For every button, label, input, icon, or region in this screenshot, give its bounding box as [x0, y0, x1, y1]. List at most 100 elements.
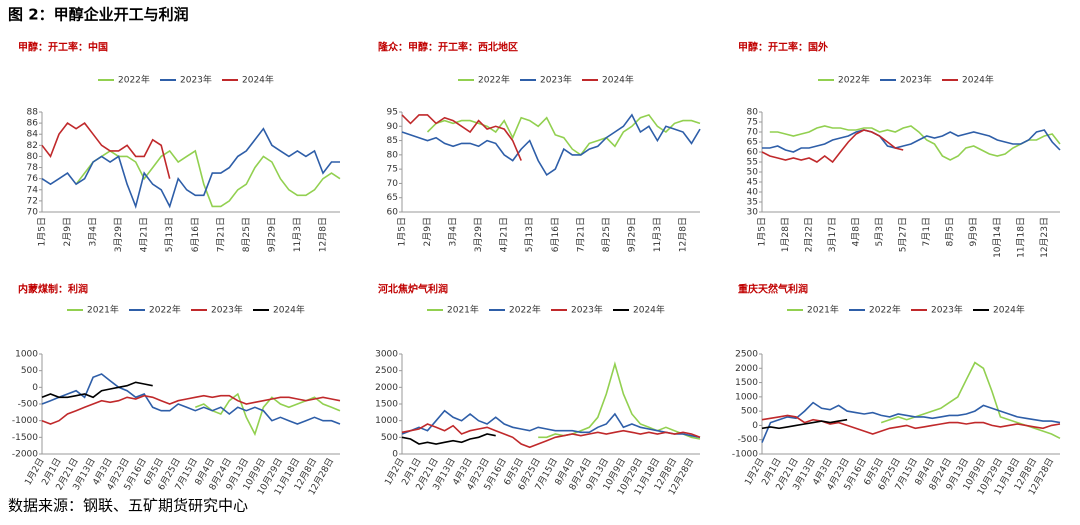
x-tick-label: 3月4日 [88, 217, 99, 246]
y-tick-label: 1000 [15, 350, 38, 360]
y-tick-label: 80 [747, 108, 759, 118]
y-tick-label: 3000 [375, 350, 398, 360]
y-tick-label: -1500 [12, 433, 38, 443]
x-tick-label: 6月16日 [190, 217, 201, 252]
series-line [401, 113, 701, 177]
y-tick-label: 500 [741, 407, 758, 417]
y-tick-label: 75 [747, 118, 758, 128]
series-line [401, 409, 701, 439]
x-tick-label: 3月29日 [113, 217, 124, 252]
legend-label: 2022年 [509, 304, 541, 316]
y-tick-label: 500 [21, 366, 38, 376]
x-tick-label: 9月29日 [626, 217, 637, 252]
chart-title: 重庆天然气利润 [738, 283, 808, 296]
legend-label: 2024年 [242, 74, 274, 86]
x-tick-label: 8月5日 [945, 217, 956, 246]
legend-label: 2023年 [571, 304, 603, 316]
series-line [41, 381, 153, 399]
series-line [75, 149, 341, 208]
legend-label: 2024年 [602, 74, 634, 86]
x-tick-label: 2月9日 [62, 217, 73, 246]
y-tick-label: 70 [27, 208, 39, 218]
series-line [41, 122, 171, 179]
series-line [762, 129, 1061, 153]
x-tick-label: 3月17日 [827, 217, 838, 252]
legend-label: 2022年 [118, 74, 150, 86]
y-tick-label: 60 [387, 208, 399, 218]
x-tick-label: 9月9日 [968, 217, 979, 246]
y-tick-label: 0 [392, 450, 398, 460]
y-tick-label: 65 [747, 138, 758, 148]
x-tick-label: 9月29日 [266, 217, 277, 252]
series-line [41, 127, 340, 210]
y-tick-label: 50 [747, 168, 759, 178]
x-tick-label: 5月27日 [898, 217, 909, 252]
y-tick-label: 45 [747, 178, 758, 188]
series-line [41, 373, 341, 425]
y-tick-label: 55 [747, 158, 758, 168]
x-tick-label: 1月5日 [757, 217, 768, 246]
series-line [41, 394, 341, 425]
series-line [761, 418, 848, 430]
y-tick-label: -1000 [12, 416, 38, 426]
y-tick-label: 2500 [375, 366, 398, 376]
y-tick-label: 0 [752, 421, 758, 431]
x-tick-label: 6月16日 [550, 217, 561, 252]
series-line [761, 414, 1061, 435]
x-tick-label: 4月21日 [499, 217, 510, 252]
x-tick-label: 8月25日 [601, 217, 612, 252]
y-tick-label: 72 [27, 196, 38, 206]
series-line [761, 401, 1061, 443]
y-tick-label: 1000 [375, 416, 398, 426]
legend-label: 2024年 [633, 304, 665, 316]
y-tick-label: 65 [387, 193, 398, 203]
legend-label: 2022年 [869, 304, 901, 316]
y-tick-label: -500 [738, 435, 759, 445]
series-line [538, 361, 701, 440]
series-line [401, 114, 522, 161]
legend-label: 2024年 [993, 304, 1025, 316]
legend-label: 2021年 [447, 304, 479, 316]
x-tick-label: 11月18日 [1015, 217, 1026, 258]
y-tick-label: 60 [747, 148, 759, 158]
series-line [769, 125, 1061, 161]
x-tick-label: 11月3日 [292, 217, 303, 252]
y-tick-label: 75 [387, 165, 398, 175]
x-tick-label: 1月5日 [37, 217, 48, 246]
chart-title: 甲醇：开工率：国外 [738, 41, 828, 54]
x-tick-label: 12月8日 [677, 217, 688, 252]
y-tick-label: 1000 [735, 392, 758, 402]
y-tick-label: 2000 [735, 364, 758, 374]
x-tick-label: 12月23日 [1039, 217, 1050, 258]
source-note: 数据来源：钢联、五矿期货研究中心 [8, 497, 248, 515]
y-tick-label: 500 [381, 433, 398, 443]
legend-label: 2024年 [962, 74, 994, 86]
legend-label: 2023年 [540, 74, 572, 86]
series-line [401, 423, 701, 449]
figure-title: 图 2：甲醇企业开工与利润 [8, 6, 189, 24]
x-tick-label: 4月8日 [851, 217, 862, 246]
y-tick-label: 1500 [735, 378, 758, 388]
y-tick-label: 1500 [375, 400, 398, 410]
y-tick-label: 80 [27, 152, 39, 162]
y-tick-label: 95 [387, 108, 398, 118]
y-tick-label: 74 [27, 185, 39, 195]
y-tick-label: 70 [387, 179, 399, 189]
x-tick-label: 7月1日 [921, 217, 932, 246]
y-tick-label: 86 [27, 119, 39, 129]
y-tick-label: 2000 [375, 383, 398, 393]
y-tick-label: 0 [32, 383, 38, 393]
x-tick-label: 4月21日 [139, 217, 150, 252]
y-tick-label: 35 [747, 198, 758, 208]
y-tick-label: 2500 [735, 350, 758, 360]
x-tick-label: 1月5日 [397, 217, 408, 246]
x-tick-label: 5月3日 [874, 217, 885, 246]
chart-title: 河北焦炉气利润 [378, 283, 448, 296]
chart-title: 隆众：甲醇：开工率：西北地区 [378, 41, 518, 54]
x-tick-label: 5月13日 [164, 217, 175, 252]
y-tick-label: 82 [27, 141, 38, 151]
y-tick-label: 40 [747, 188, 759, 198]
y-tick-label: 85 [387, 136, 398, 146]
x-tick-label: 7月21日 [575, 217, 586, 252]
